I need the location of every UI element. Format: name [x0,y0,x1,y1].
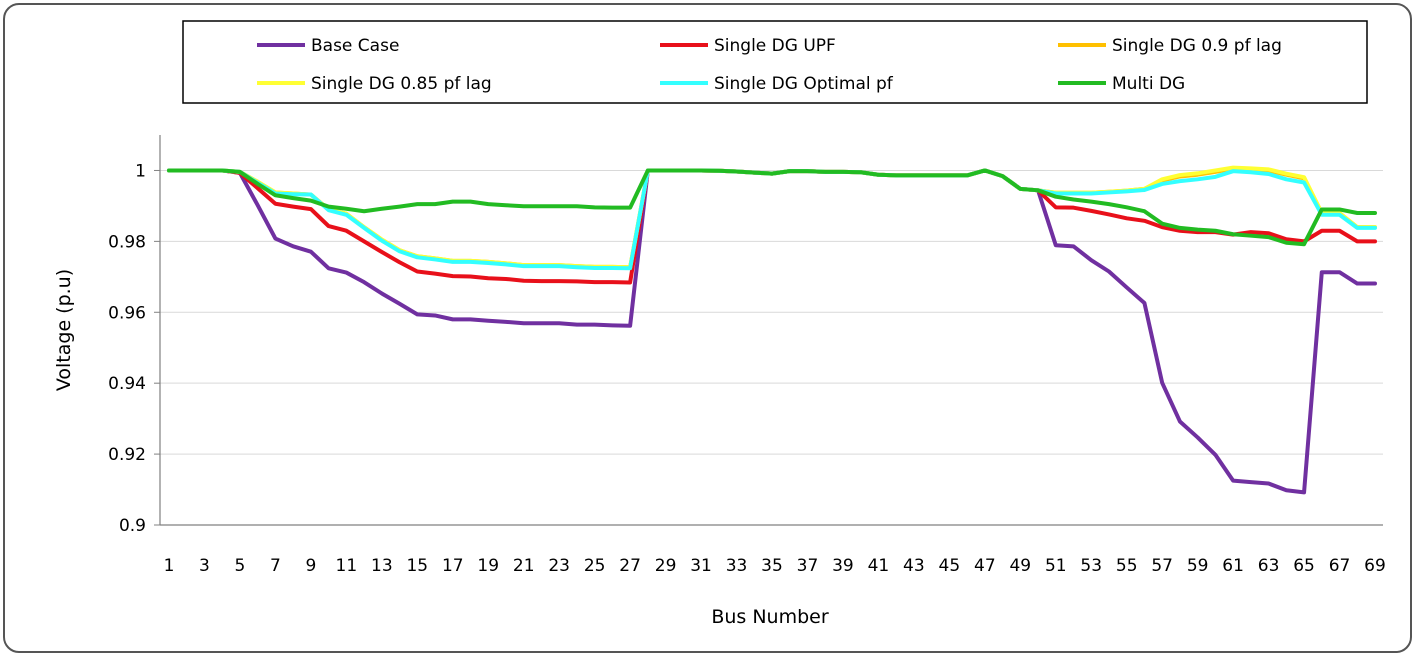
x-tick-label: 41 [868,556,890,576]
x-tick-label: 61 [1222,556,1244,576]
x-tick-label: 21 [513,556,535,576]
x-tick-label: 35 [761,556,783,576]
x-tick-label: 1 [164,556,175,576]
x-tick-label: 17 [442,556,464,576]
series-line [167,168,1377,247]
legend-label: Single DG UPF [714,36,836,56]
x-tick-label: 33 [726,556,748,576]
x-axis-title: Bus Number [711,606,829,628]
legend-label: Base Case [311,36,399,56]
x-tick-label: 51 [1045,556,1067,576]
x-tick-label: 57 [1151,556,1173,576]
x-tick-label: 39 [832,556,854,576]
y-tick-label: 0.9 [119,516,146,536]
x-tick-label: 59 [1187,556,1209,576]
legend-label: Single DG Optimal pf [714,74,894,94]
x-tick-label: 5 [235,556,246,576]
x-tick-label: 11 [336,556,358,576]
x-tick-label: 53 [1080,556,1102,576]
x-tick-label: 55 [1116,556,1138,576]
x-tick-label: 31 [690,556,712,576]
y-tick-label: 0.96 [108,303,146,323]
x-tick-label: 47 [974,556,996,576]
legend-label: Single DG 0.9 pf lag [1112,36,1282,56]
x-tick-label: 69 [1364,556,1386,576]
x-tick-label: 37 [797,556,819,576]
series-line [167,168,1377,271]
legend-label: Multi DG [1112,74,1185,94]
series-line [167,168,1377,285]
x-tick-label: 65 [1293,556,1315,576]
legend-box [182,20,1368,104]
legend: Base Case Single DG UPF Single DG 0.9 pf l… [182,20,1368,104]
x-tick-label: 45 [939,556,961,576]
x-tick-label: 3 [199,556,210,576]
x-tick-label: 43 [903,556,925,576]
y-axis-title: Voltage (p.u) [53,269,75,391]
x-tick-label: 23 [548,556,570,576]
x-tick-label: 15 [406,556,428,576]
x-tick-label: 7 [270,556,281,576]
x-tick-label: 13 [371,556,393,576]
legend-label: Single DG 0.85 pf lag [311,74,492,94]
x-tick-label: 49 [1009,556,1031,576]
x-tick-label: 67 [1329,556,1351,576]
chart-frame [3,3,1412,653]
x-tick-label: 63 [1258,556,1280,576]
plot-lines [167,165,1377,495]
y-tick-label: 0.92 [108,445,146,465]
y-tick-label: 1 [135,161,146,181]
x-tick-label: 27 [619,556,641,576]
y-tick-label: 0.98 [108,232,146,252]
x-tick-label: 29 [655,556,677,576]
x-tick-label: 25 [584,556,606,576]
x-tick-label: 19 [477,556,499,576]
x-tick-label: 9 [305,556,316,576]
y-tick-label: 0.94 [108,374,146,394]
gridlines [160,169,1383,455]
